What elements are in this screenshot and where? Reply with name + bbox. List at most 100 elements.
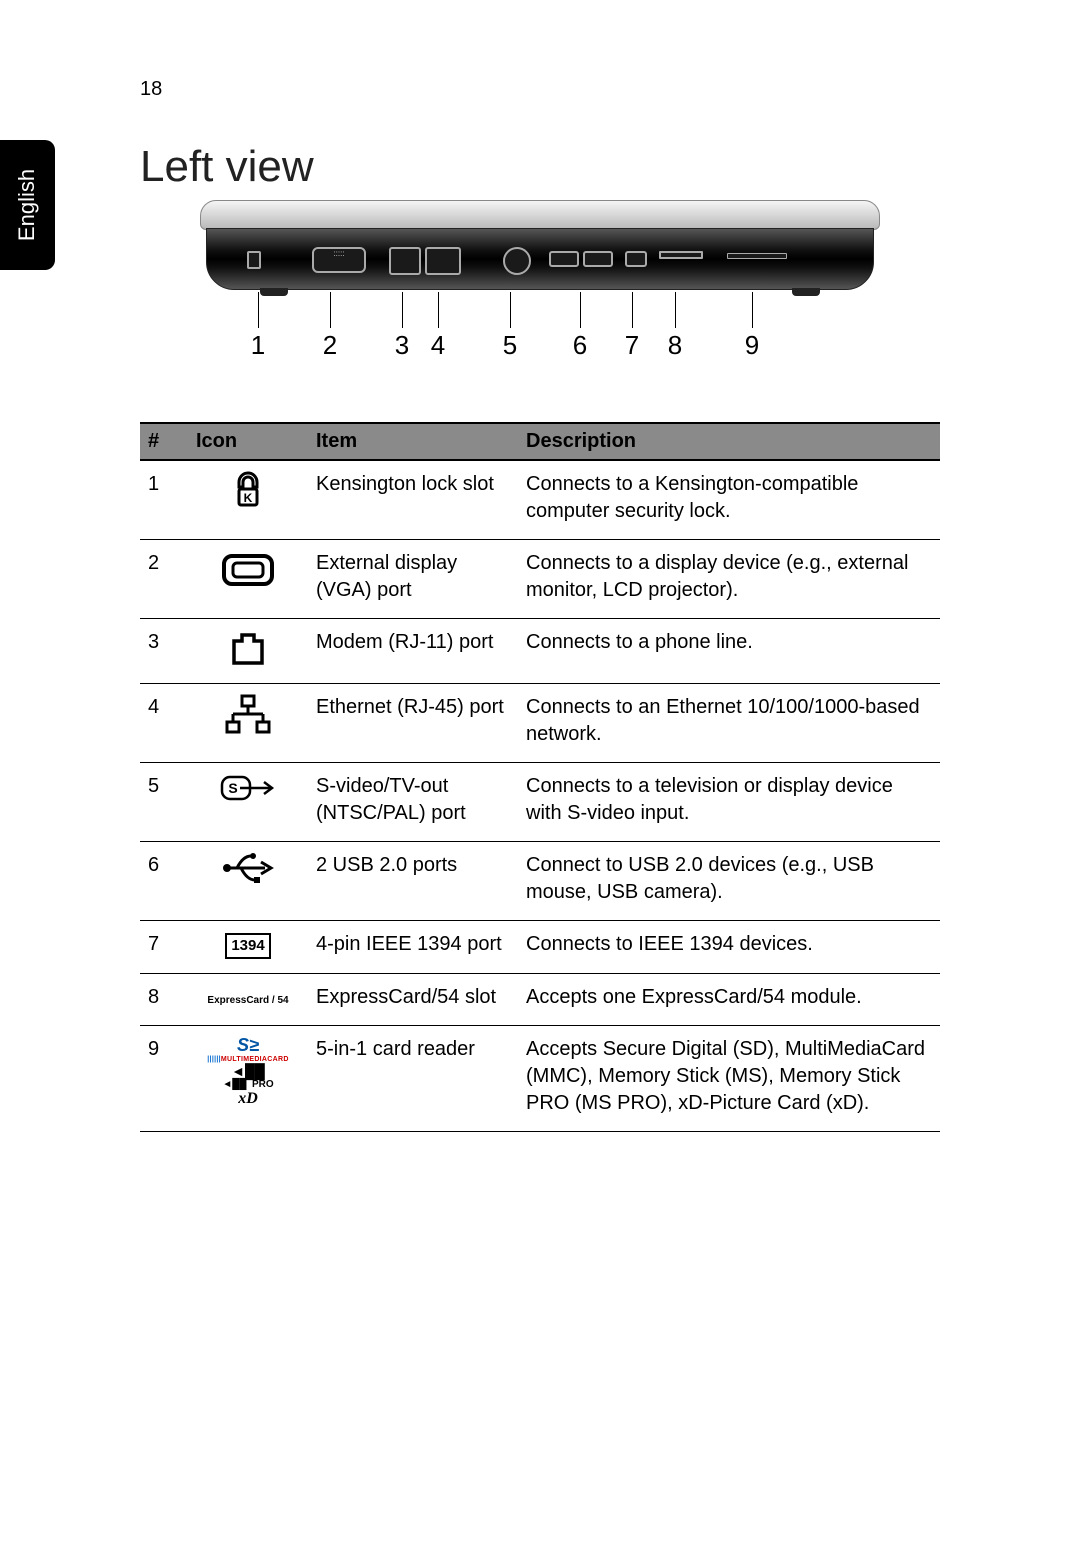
vga-icon — [196, 550, 300, 588]
row-num: 9 — [140, 1026, 188, 1132]
cardreader-icons: S≥||||||MULTIMEDIACARD◄██◄██ PROxD — [196, 1036, 300, 1107]
header-icon: Icon — [188, 423, 308, 460]
row-icon: K — [188, 460, 308, 540]
callout-number: 7 — [620, 330, 644, 361]
row-desc: Accepts one ExpressCard/54 module. — [518, 974, 940, 1026]
table-row: 8 ExpressCard / 54 ExpressCard/54 slotAcce… — [140, 974, 940, 1026]
table-row: 3 Modem (RJ-11) portConnects to a phone l… — [140, 619, 940, 684]
table-row: 6 2 USB 2.0 portsConnect to USB 2.0 devic… — [140, 842, 940, 921]
callout-number: 8 — [663, 330, 687, 361]
callout-line — [632, 292, 633, 328]
row-icon: S — [188, 763, 308, 842]
svideo-icon: S — [196, 773, 300, 803]
laptop-lid — [200, 200, 880, 230]
table-row: 2 External display (VGA) portConnects to … — [140, 540, 940, 619]
row-desc: Connect to USB 2.0 devices (e.g., USB mo… — [518, 842, 940, 921]
row-icon — [188, 842, 308, 921]
callout-number: 9 — [740, 330, 764, 361]
callout-line — [402, 292, 403, 328]
callout-line — [330, 292, 331, 328]
row-desc: Connects to a Kensington-compatible comp… — [518, 460, 940, 540]
row-icon: S≥||||||MULTIMEDIACARD◄██◄██ PROxD — [188, 1026, 308, 1132]
callout-number: 5 — [498, 330, 522, 361]
row-desc: Accepts Secure Digital (SD), MultiMediaC… — [518, 1026, 940, 1132]
svg-text:K: K — [244, 491, 253, 505]
left-view-diagram: ::::: 1 2 34 5 678 9 — [200, 200, 880, 370]
row-desc: Connects to a phone line. — [518, 619, 940, 684]
port-rj45 — [425, 247, 461, 275]
header-desc: Description — [518, 423, 940, 460]
header-num: # — [140, 423, 188, 460]
ieee1394-icon: 1394 — [225, 933, 270, 959]
row-num: 7 — [140, 921, 188, 974]
row-item: Modem (RJ-11) port — [308, 619, 518, 684]
callout-number: 6 — [568, 330, 592, 361]
row-item: 2 USB 2.0 ports — [308, 842, 518, 921]
row-item: External display (VGA) port — [308, 540, 518, 619]
callout-line — [675, 292, 676, 328]
callout-line — [258, 292, 259, 328]
row-num: 4 — [140, 684, 188, 763]
row-icon: ExpressCard / 54 — [188, 974, 308, 1026]
row-num: 1 — [140, 460, 188, 540]
table-row: 5 S S-video/TV-out (NTSC/PAL) portConnects… — [140, 763, 940, 842]
callout-number: 2 — [318, 330, 342, 361]
svg-text:S: S — [228, 780, 237, 796]
row-num: 3 — [140, 619, 188, 684]
row-item: ExpressCard/54 slot — [308, 974, 518, 1026]
usb-icon — [196, 852, 300, 884]
diagram-callouts: 1 2 34 5 678 9 — [200, 310, 880, 370]
row-desc: Connects to an Ethernet 10/100/1000-base… — [518, 684, 940, 763]
row-desc: Connects to a display device (e.g., exte… — [518, 540, 940, 619]
laptop-feet — [260, 288, 820, 296]
row-desc: Connects to IEEE 1394 devices. — [518, 921, 940, 974]
callout-number: 4 — [426, 330, 450, 361]
callout-number: 3 — [390, 330, 414, 361]
row-item: Kensington lock slot — [308, 460, 518, 540]
row-desc: Connects to a television or display devi… — [518, 763, 940, 842]
table-row: 1 K Kensington lock slotConnects to a Kens… — [140, 460, 940, 540]
callout-line — [438, 292, 439, 328]
row-num: 8 — [140, 974, 188, 1026]
page-number: 18 — [140, 78, 162, 101]
ethernet-icon — [196, 694, 300, 736]
table-row: 9S≥||||||MULTIMEDIACARD◄██◄██ PROxD5-in-… — [140, 1026, 940, 1132]
kensington-icon: K — [196, 471, 300, 509]
row-item: Ethernet (RJ-45) port — [308, 684, 518, 763]
port-usb-2 — [583, 251, 613, 267]
table-header-row: # Icon Item Description — [140, 423, 940, 460]
foot — [792, 288, 820, 296]
language-tab-label: English — [15, 169, 41, 241]
laptop-side-illustration: ::::: — [200, 200, 880, 310]
callout-line — [752, 292, 753, 328]
row-icon — [188, 540, 308, 619]
modem-icon — [196, 629, 300, 669]
row-item: 5-in-1 card reader — [308, 1026, 518, 1132]
callout-line — [510, 292, 511, 328]
row-num: 6 — [140, 842, 188, 921]
foot — [260, 288, 288, 296]
port-card-reader — [727, 253, 787, 259]
ports-table: # Icon Item Description 1 K Kensington loc… — [140, 422, 940, 1132]
language-tab: English — [0, 140, 55, 270]
row-icon — [188, 684, 308, 763]
header-item: Item — [308, 423, 518, 460]
page-title: Left view — [140, 142, 314, 192]
callout-line — [580, 292, 581, 328]
row-item: 4-pin IEEE 1394 port — [308, 921, 518, 974]
row-num: 5 — [140, 763, 188, 842]
callout-number: 1 — [246, 330, 270, 361]
table-row: 4 Ethernet (RJ-45) portConnects to an Eth… — [140, 684, 940, 763]
table-row: 7 1394 4-pin IEEE 1394 portConnects to IEE… — [140, 921, 940, 974]
port-vga: ::::: — [312, 247, 366, 273]
port-kensington — [247, 251, 261, 269]
row-item: S-video/TV-out (NTSC/PAL) port — [308, 763, 518, 842]
port-usb-1 — [549, 251, 579, 267]
laptop-body: ::::: — [206, 228, 874, 290]
row-icon: 1394 — [188, 921, 308, 974]
port-1394 — [625, 251, 647, 267]
port-expresscard — [659, 251, 703, 259]
row-icon — [188, 619, 308, 684]
expresscard-icon: ExpressCard / 54 — [207, 995, 288, 1006]
row-num: 2 — [140, 540, 188, 619]
